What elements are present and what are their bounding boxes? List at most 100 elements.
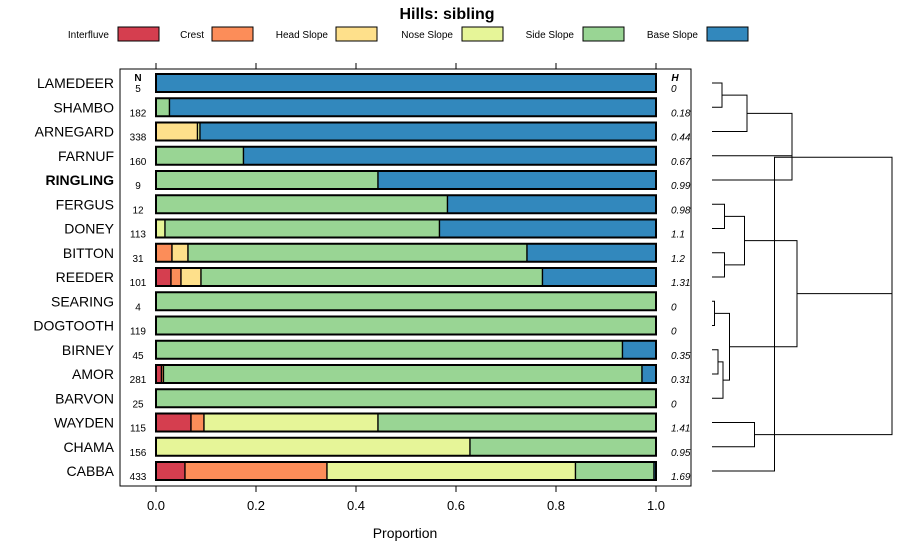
bar-segment-shambo-base-slope	[168, 97, 657, 117]
n-value-doney: 113	[130, 230, 146, 241]
n-value-ringling: 9	[135, 181, 141, 192]
row-label-cabba: CABBA	[67, 463, 115, 479]
legend-swatch-head-slope	[335, 26, 378, 42]
bar-segment-wayden-interfluve	[155, 412, 192, 433]
bar-outline-dogtooth	[155, 315, 657, 336]
bar-segment-barvon-side-slope	[155, 388, 657, 408]
legend-label-interfluve: Interfluve	[68, 30, 110, 41]
bar-segment-farnuf-base-slope	[242, 146, 657, 166]
legend-label-side-slope: Side Slope	[526, 30, 575, 41]
dendrogram-branch	[724, 215, 745, 266]
n-value-arnegard: 338	[130, 133, 147, 144]
row-label-dogtooth: DOGTOOTH	[33, 318, 114, 334]
bar-segment-farnuf-side-slope	[155, 146, 245, 166]
bar-segment-shambo-side-slope	[155, 97, 171, 117]
bar-segment-bitton-side-slope	[187, 243, 528, 263]
bar-outline-cabba	[155, 461, 657, 481]
bar-segment-birney-base-slope	[621, 340, 657, 360]
h-value-chama: 0.95	[671, 448, 691, 459]
row-label-farnuf: FARNUF	[58, 148, 114, 164]
h-value-lamedeer: 0	[671, 84, 677, 95]
x-axis-label: Proportion	[373, 525, 438, 541]
legend-swatch-side-slope	[582, 26, 625, 42]
dendrogram-branch	[792, 156, 893, 295]
bar-segment-wayden-crest	[190, 412, 205, 433]
bar-segment-reeder-head-slope	[180, 267, 202, 287]
bar-segment-bitton-crest	[155, 243, 173, 263]
legend-label-head-slope: Head Slope	[276, 30, 329, 41]
n-value-wayden: 115	[130, 424, 146, 435]
h-value-farnuf: 0.67	[671, 157, 691, 168]
row-label-reeder: REEDER	[56, 269, 114, 285]
bar-outline-ringling	[155, 170, 657, 190]
chart-title: Hills: sibling	[399, 6, 494, 23]
legend-label-base-slope: Base Slope	[647, 30, 699, 41]
h-value-barvon: 0	[671, 399, 677, 410]
bar-segment-cabba-interfluve	[155, 461, 186, 481]
bar-segment-doney-side-slope	[164, 218, 441, 239]
h-value-doney: 1.1	[671, 230, 685, 241]
bar-segment-fergus-base-slope	[446, 194, 657, 214]
n-value-searing: 4	[135, 302, 141, 313]
bar-segment-reeder-crest	[170, 267, 182, 287]
bar-segment-lamedeer-base-slope	[155, 73, 657, 93]
x-tick-label: 0.4	[347, 498, 365, 513]
legend-swatch-interfluve	[117, 26, 160, 42]
bar-outline-bitton	[155, 242, 657, 263]
x-tick-label: 0.0	[147, 498, 165, 513]
bar-segment-amor-side-slope	[162, 364, 643, 384]
bar-segment-fergus-side-slope	[155, 194, 449, 214]
n-value-barvon: 25	[132, 399, 144, 410]
bar-outline-doney	[155, 218, 657, 239]
bar-outline-fergus	[155, 194, 657, 215]
row-label-searing: SEARING	[51, 293, 114, 309]
h-value-cabba: 1.69	[671, 472, 691, 483]
bar-outline-lamedeer	[155, 73, 657, 93]
dendrogram-branch	[712, 422, 755, 448]
bar-segment-doney-nose-slope	[155, 218, 166, 239]
dendrogram-branch	[712, 300, 715, 326]
dendrogram-branch	[712, 349, 719, 375]
n-column-header: N	[134, 73, 141, 84]
row-label-wayden: WAYDEN	[54, 415, 114, 431]
legend-label-crest: Crest	[180, 30, 204, 41]
row-label-birney: BIRNEY	[62, 342, 115, 358]
bar-rows: LAMEDEER 5 0 SHAMBO 182 0.18 ARNEGARD 338 0.44 FA…	[33, 73, 691, 483]
x-axis: 0.0 0.2 0.4 0.6 0.8 1.0	[147, 63, 665, 513]
bar-segment-ringling-side-slope	[155, 170, 379, 190]
dendrogram-branch	[712, 94, 748, 132]
dendrogram	[712, 82, 893, 472]
h-value-searing: 0	[671, 302, 677, 313]
dendrogram-branch	[712, 82, 723, 108]
dendrogram-branch	[712, 252, 725, 278]
bar-outline-wayden	[155, 412, 657, 433]
n-value-shambo: 182	[130, 108, 147, 119]
dendrogram-branch	[712, 112, 793, 157]
dendrogram-branch	[712, 203, 725, 229]
bar-outline-arnegard	[155, 121, 657, 142]
n-value-cabba: 433	[130, 472, 147, 483]
plot-frame	[119, 68, 692, 487]
bar-segment-reeder-base-slope	[541, 267, 657, 287]
x-tick-label: 1.0	[647, 498, 665, 513]
x-tick-label: 0.2	[247, 498, 265, 513]
n-value-fergus: 12	[132, 205, 144, 216]
bar-segment-arnegard-base-slope	[199, 121, 657, 142]
n-value-reeder: 101	[130, 278, 147, 289]
bar-segment-birney-side-slope	[155, 340, 624, 360]
bar-segment-cabba-nose-slope	[326, 461, 577, 481]
n-value-dogtooth: 119	[130, 327, 146, 338]
legend-swatch-base-slope	[706, 26, 749, 42]
h-value-birney: 0.35	[671, 351, 691, 362]
bar-segment-wayden-nose-slope	[203, 412, 379, 433]
h-value-arnegard: 0.44	[671, 133, 691, 144]
row-label-arnegard: ARNEGARD	[35, 124, 114, 140]
bar-segment-reeder-interfluve	[155, 267, 172, 287]
n-value-birney: 45	[132, 351, 144, 362]
row-label-amor: AMOR	[72, 366, 114, 382]
dendrogram-branch	[754, 225, 893, 436]
n-value-bitton: 31	[132, 254, 144, 265]
h-value-shambo: 0.18	[671, 108, 691, 119]
dendrogram-branch	[712, 156, 792, 472]
